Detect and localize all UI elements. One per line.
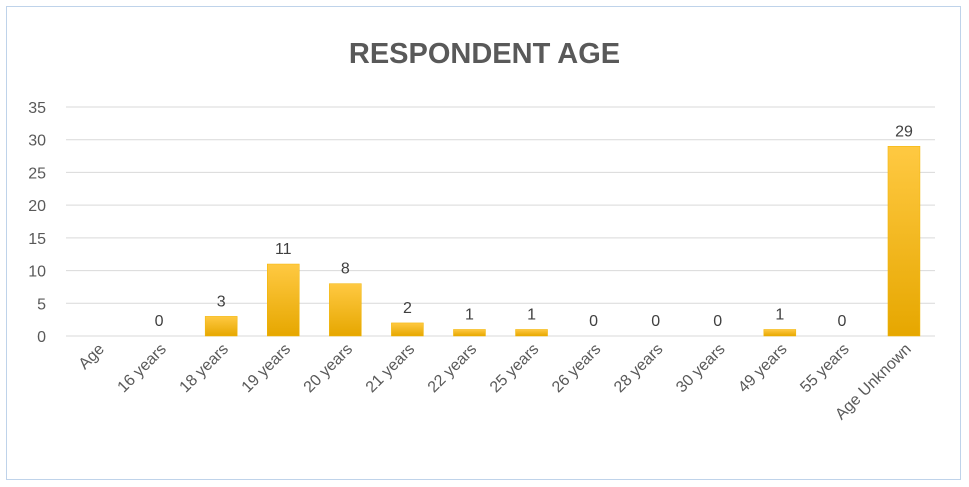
data-label: 2	[403, 300, 412, 317]
y-axis-ticks: 0 5 10 15 20 25 30 35	[28, 100, 46, 346]
bar	[329, 283, 362, 337]
data-label: 1	[465, 306, 474, 323]
data-label: 1	[775, 306, 784, 323]
x-tick-label: 28 years	[611, 341, 666, 396]
x-tick-label: 21 years	[363, 341, 418, 396]
bar	[887, 146, 921, 337]
x-tick-label: 16 years	[115, 341, 170, 396]
x-axis-labels: Age 16 years 18 years 19 years 20 years 21 ye…	[76, 341, 915, 424]
x-tick-label: 49 years	[735, 341, 790, 396]
y-tick-label: 30	[28, 133, 46, 150]
bar	[267, 263, 300, 337]
bars	[204, 146, 921, 337]
x-tick-label: 22 years	[425, 341, 480, 396]
gridlines	[66, 106, 935, 337]
x-tick-label: 26 years	[549, 341, 604, 396]
y-tick-label: 5	[37, 296, 46, 313]
x-tick-label: 30 years	[673, 341, 728, 396]
bar	[763, 329, 797, 337]
bar	[204, 316, 238, 337]
data-label: 0	[837, 313, 846, 330]
data-label: 0	[155, 313, 164, 330]
y-tick-label: 35	[28, 100, 46, 117]
y-tick-label: 15	[28, 231, 46, 248]
data-label: 0	[713, 313, 722, 330]
y-tick-label: 25	[28, 165, 46, 182]
bar	[391, 322, 424, 337]
data-label: 8	[341, 261, 350, 278]
y-tick-label: 20	[28, 198, 46, 215]
y-tick-label: 10	[28, 264, 46, 281]
x-tick-label: 55 years	[797, 341, 852, 396]
data-label: 11	[275, 241, 292, 258]
data-label: 1	[527, 306, 536, 323]
data-label: 3	[217, 293, 226, 310]
x-tick-label: 18 years	[177, 341, 232, 396]
bar	[515, 329, 548, 337]
data-label: 0	[651, 313, 660, 330]
x-tick-label: 25 years	[487, 341, 542, 396]
chart-title: RESPONDENT AGE	[348, 38, 621, 70]
x-tick-label: 20 years	[301, 341, 356, 396]
x-tick-label: 19 years	[239, 341, 294, 396]
chart-frame	[6, 6, 961, 480]
x-tick-label: Age	[76, 341, 108, 373]
data-label: 29	[895, 123, 913, 140]
bar	[453, 329, 486, 337]
y-tick-label: 0	[37, 329, 46, 346]
data-label: 0	[589, 313, 598, 330]
